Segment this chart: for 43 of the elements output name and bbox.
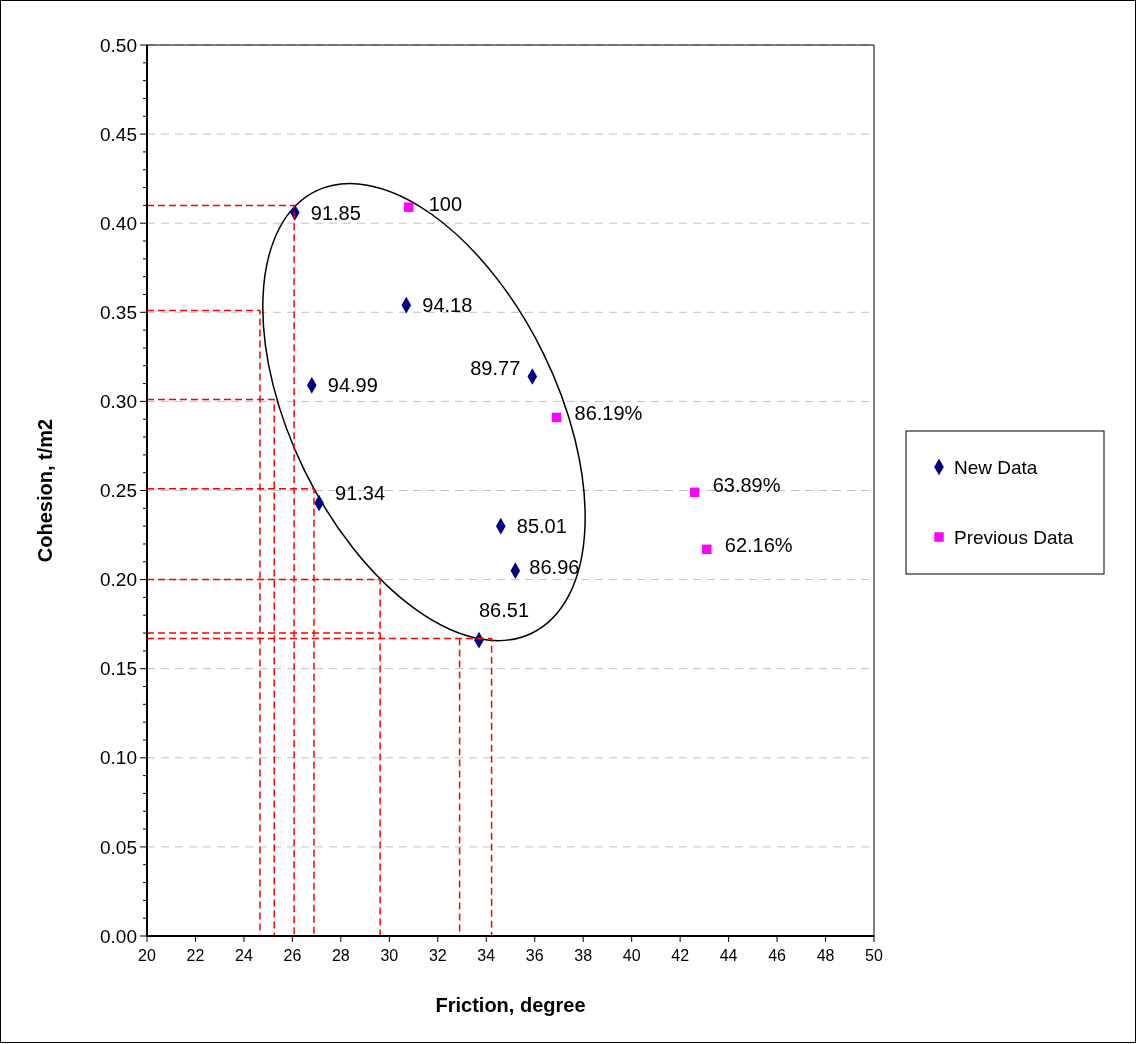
x-tick-label: 42 — [671, 947, 690, 964]
x-tick-label: 48 — [816, 947, 835, 964]
x-tick-label: 20 — [138, 947, 156, 964]
x-tick-label: 32 — [428, 947, 447, 964]
x-tick-label: 24 — [235, 947, 253, 964]
y-axis-title: Cohesion, t/m2 — [34, 418, 56, 563]
x-tick-label: 30 — [380, 947, 399, 964]
y-tick-label: 0.05 — [100, 836, 137, 858]
y-tick-label: 0.25 — [100, 480, 137, 502]
annotation: 91.85 — [310, 201, 361, 224]
annotation: 86.19% — [574, 402, 643, 425]
x-tick-label: 36 — [525, 947, 544, 964]
y-tick-label: 0.10 — [100, 747, 137, 769]
y-tick-label: 0.20 — [100, 569, 137, 591]
annotation: 94.18 — [422, 294, 473, 317]
x-tick-label: 34 — [477, 947, 496, 964]
y-tick-label: 0.30 — [100, 391, 137, 413]
legend-label: Previous Data — [954, 526, 1074, 548]
x-tick-label: 40 — [622, 947, 641, 964]
annotation: 94.99 — [327, 374, 378, 397]
legend-label: New Data — [954, 456, 1038, 478]
x-tick-label: 46 — [768, 947, 787, 964]
y-tick-label: 0.40 — [100, 212, 137, 234]
y-tick-label: 0.00 — [100, 925, 137, 947]
annotation: 86.51 — [479, 599, 530, 622]
x-tick-label: 26 — [283, 947, 302, 964]
y-tick-label: 0.45 — [100, 123, 137, 145]
y-tick-label: 0.35 — [100, 301, 137, 323]
x-tick-label: 28 — [331, 947, 350, 964]
x-tick-label: 38 — [574, 947, 593, 964]
annotation: 62.16% — [724, 534, 793, 557]
annotation: 89.77 — [470, 357, 521, 380]
annotation: 100 — [428, 193, 463, 216]
x-tick-label: 22 — [186, 947, 205, 964]
annotation: 85.01 — [516, 515, 567, 538]
x-tick-label: 50 — [865, 947, 883, 964]
x-axis-title: Friction, degree — [435, 994, 586, 1016]
x-tick-label: 44 — [719, 947, 738, 964]
annotation: 63.89% — [712, 474, 781, 497]
annotation: 91.34 — [335, 481, 386, 504]
y-tick-label: 0.50 — [100, 34, 137, 56]
y-tick-label: 0.15 — [100, 658, 137, 680]
annotation: 86.96 — [529, 555, 580, 578]
